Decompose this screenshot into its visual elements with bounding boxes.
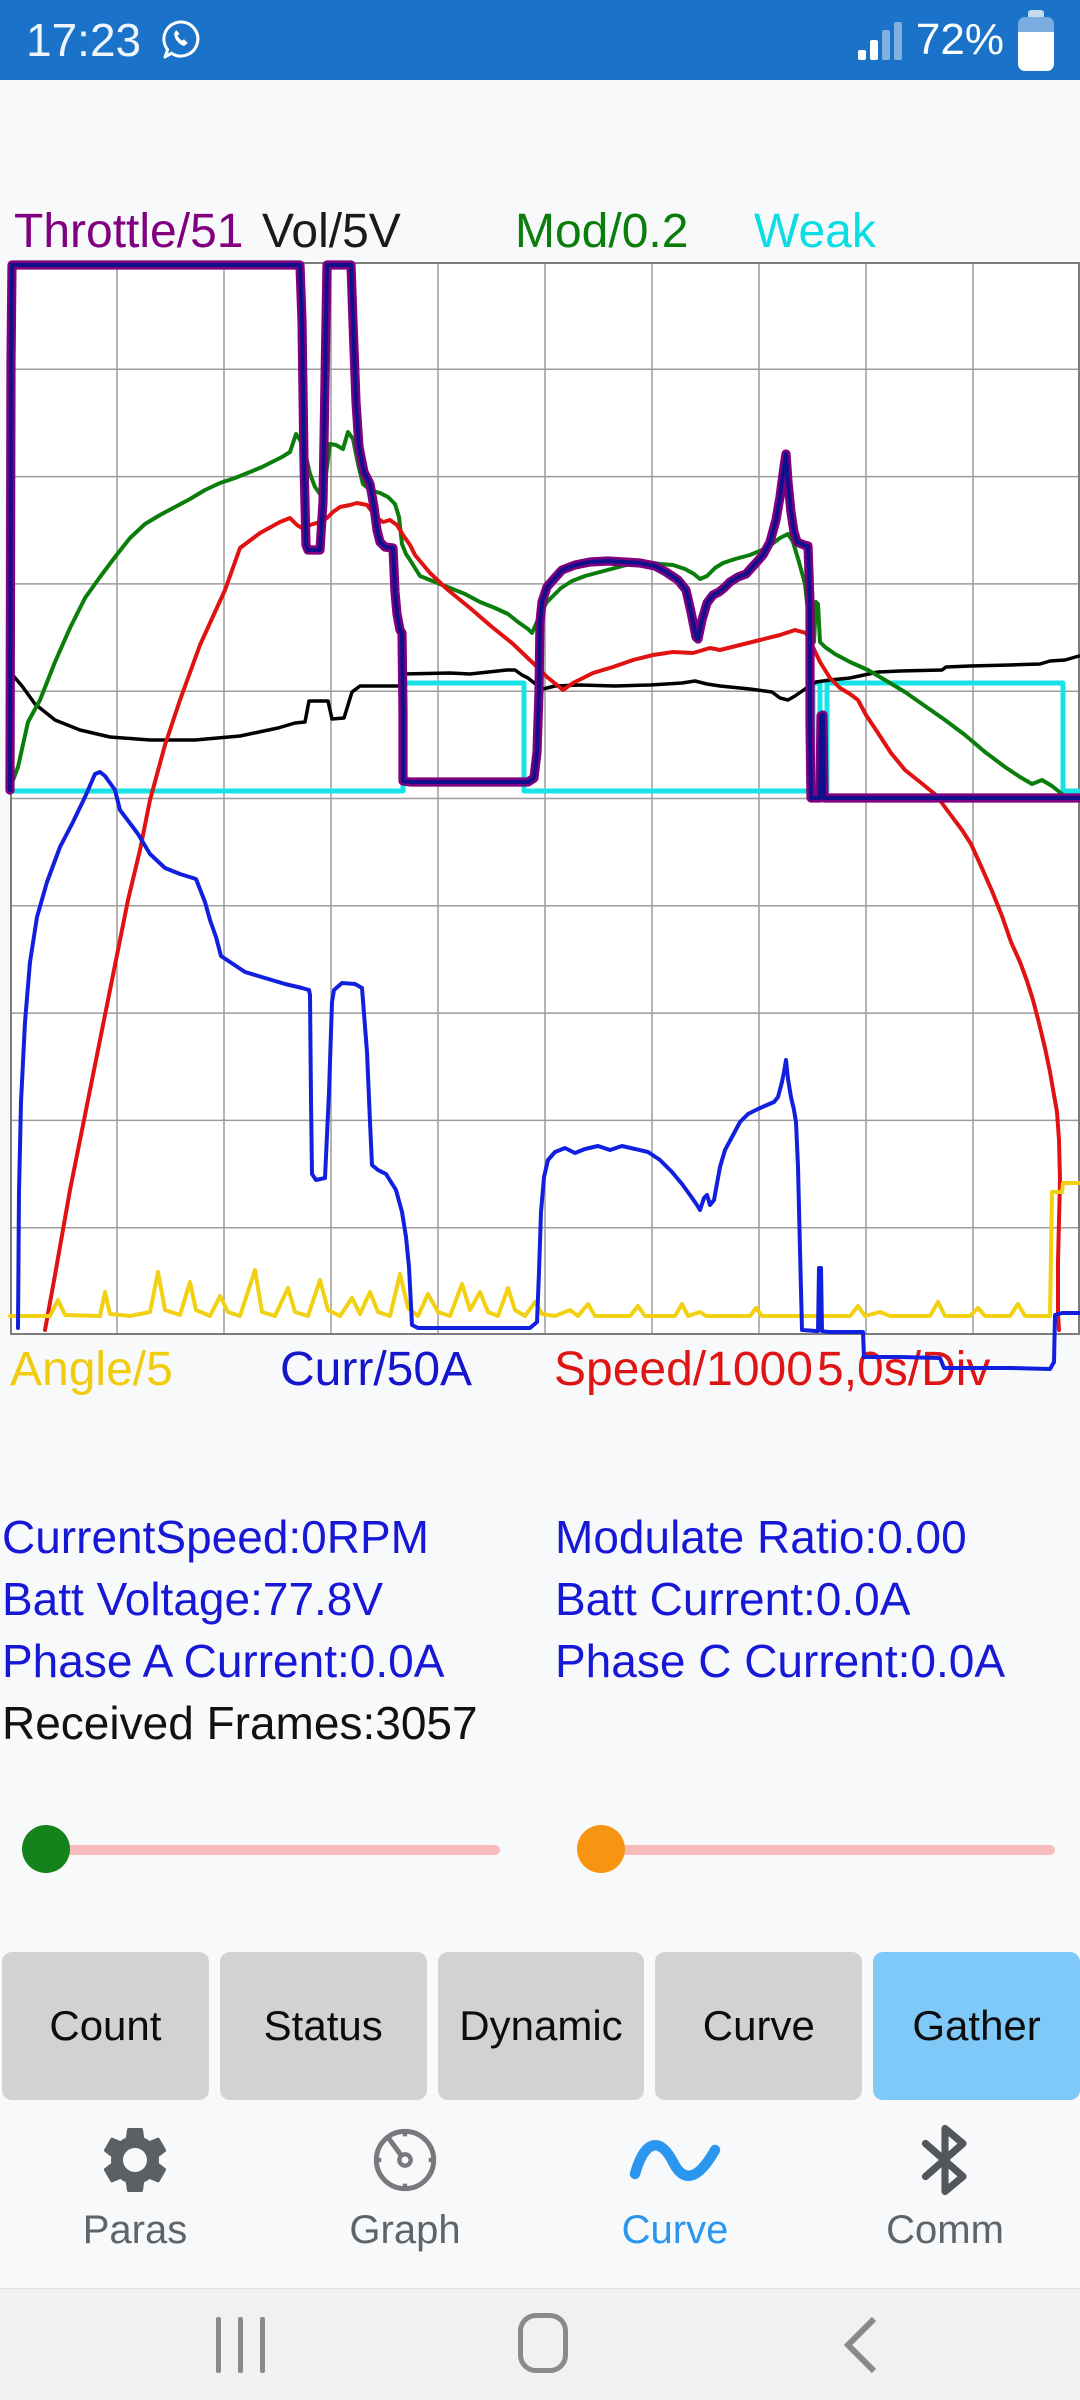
battery-icon <box>1018 9 1054 71</box>
home-button[interactable] <box>518 2313 568 2373</box>
gauge-icon <box>373 2128 437 2192</box>
oscilloscope-plot <box>5 260 1080 1371</box>
legend-modulation: Mod/0.2 <box>515 205 689 258</box>
legend-angle: Angle/5 <box>10 1343 173 1396</box>
tab-bar: Count Status Dynamic Curve Gather <box>2 1952 1080 2100</box>
bottom-nav: Paras Graph Curv <box>0 2112 1080 2284</box>
tab-gather[interactable]: Gather <box>873 1952 1080 2100</box>
clock: 17:23 <box>26 14 142 66</box>
recents-button[interactable] <box>216 2317 265 2373</box>
legend-current: Curr/50A <box>280 1343 473 1396</box>
readout-current-speed: CurrentSpeed:0RPM <box>2 1511 429 1563</box>
readout-phase-a-current: Phase A Current:0.0A <box>2 1635 445 1687</box>
nav-item-graph[interactable]: Graph <box>270 2112 540 2284</box>
signal-strength-icon <box>857 20 902 60</box>
tab-dynamic[interactable]: Dynamic <box>437 1952 645 2100</box>
curve-chart <box>5 260 1080 1371</box>
nav-item-comm[interactable]: Comm <box>810 2112 1080 2284</box>
whatsapp-notification-icon <box>162 20 200 59</box>
nav-item-paras[interactable]: Paras <box>0 2112 270 2284</box>
chart-legend-top: Throttle/51 Vol/5V Mod/0.2 Weak <box>0 204 1080 260</box>
tab-count[interactable]: Count <box>2 1952 209 2100</box>
slider-left[interactable] <box>22 1822 500 1876</box>
back-button[interactable] <box>838 2313 882 2377</box>
readout-modulate-ratio: Modulate Ratio:0.00 <box>555 1511 967 1563</box>
readout-batt-voltage: Batt Voltage:77.8V <box>2 1573 384 1625</box>
slider-right-track[interactable] <box>605 1845 1055 1855</box>
legend-speed: Speed/1000 <box>554 1343 813 1396</box>
battery-percent: 72% <box>915 15 1004 64</box>
slider-left-track[interactable] <box>50 1845 500 1855</box>
legend-weak: Weak <box>754 205 876 258</box>
throttle-curve <box>8 263 1080 800</box>
legend-throttle: Throttle/51 <box>14 205 244 258</box>
readout-phase-c-current: Phase C Current:0.0A <box>555 1635 1006 1687</box>
status-bar: 17:23 72% <box>0 0 1080 80</box>
nav-label-graph: Graph <box>349 2208 461 2252</box>
nav-label-comm: Comm <box>886 2208 1004 2252</box>
slider-right[interactable] <box>577 1822 1055 1876</box>
slider-left-thumb[interactable] <box>22 1825 70 1873</box>
gear-icon <box>103 2128 167 2192</box>
readout-batt-current: Batt Current:0.0A <box>555 1573 911 1625</box>
tab-status[interactable]: Status <box>219 1952 427 2100</box>
nav-label-curve: Curve <box>621 2208 729 2252</box>
readout-received-frames: Received Frames:3057 <box>2 1697 478 1749</box>
tab-curve[interactable]: Curve <box>655 1952 863 2100</box>
android-nav-bar <box>0 2288 1080 2400</box>
legend-voltage: Vol/5V <box>262 205 401 258</box>
nav-item-curve[interactable]: Curve <box>540 2112 810 2284</box>
telemetry-readouts: CurrentSpeed:0RPM Batt Voltage:77.8V Pha… <box>0 1506 1080 1766</box>
nav-label-paras: Paras <box>82 2208 188 2252</box>
bluetooth-icon <box>921 2124 967 2196</box>
angle-curve <box>8 1181 1080 1318</box>
slider-right-thumb[interactable] <box>577 1825 625 1873</box>
modulation-curve <box>8 430 1064 796</box>
wave-icon <box>629 2140 721 2181</box>
speed-curve <box>43 501 1062 1332</box>
current-curve <box>16 770 1080 1371</box>
chart-legend-bottom: Angle/5 Curr/50A Speed/1000 5,0s/Div <box>0 1342 1080 1398</box>
